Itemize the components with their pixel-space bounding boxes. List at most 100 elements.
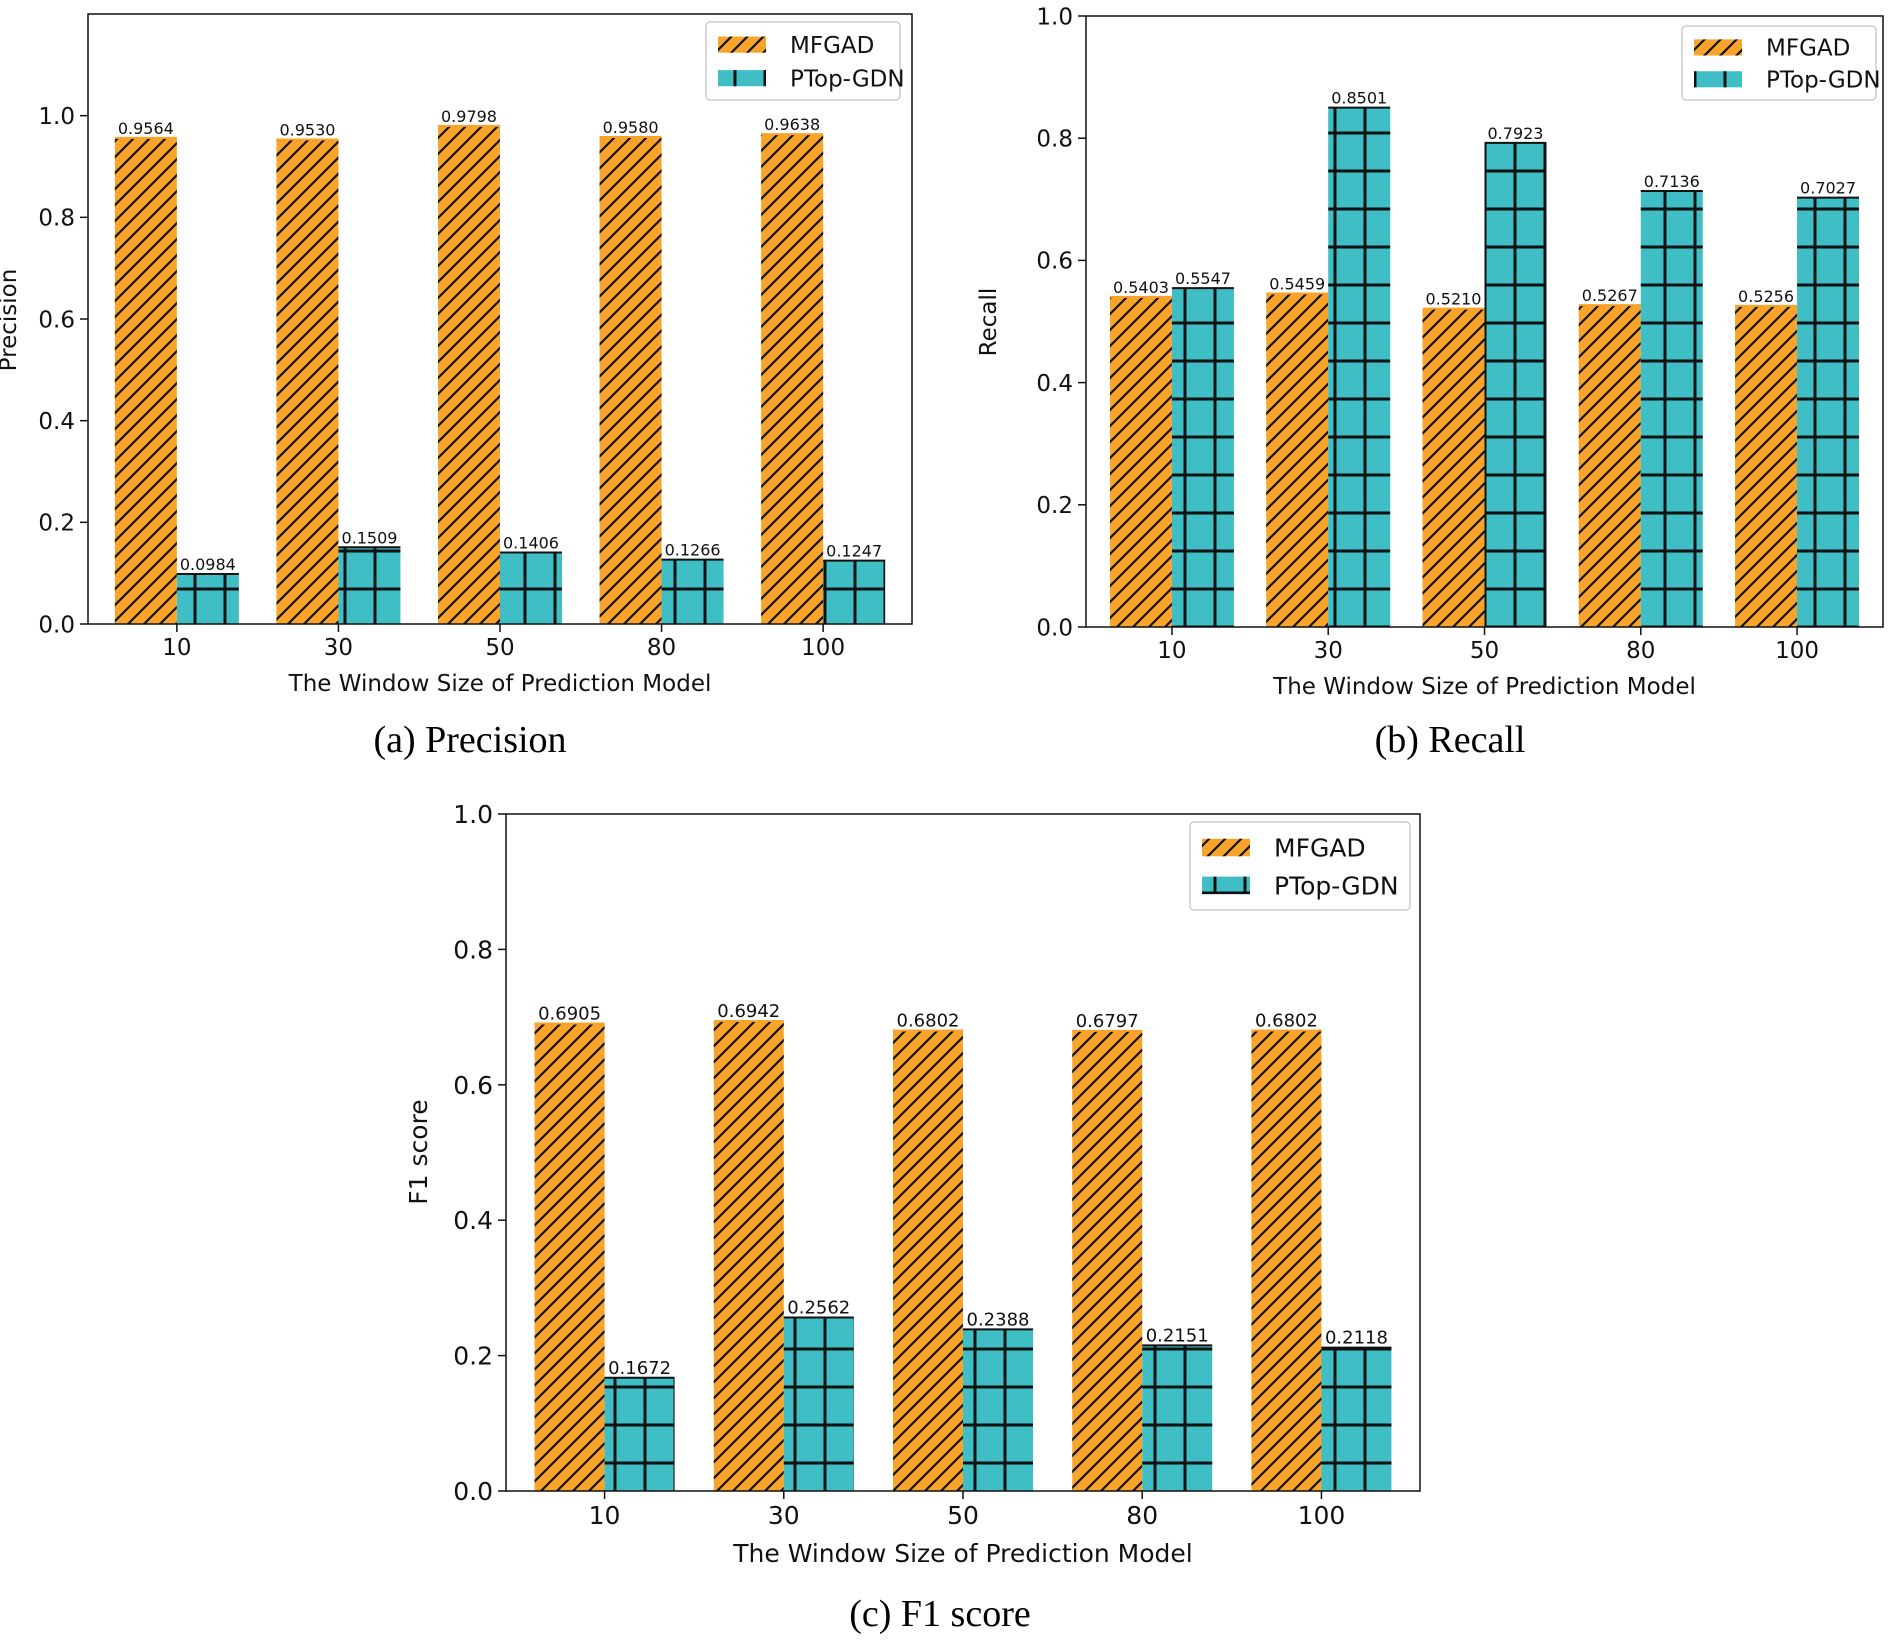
- legend-label-ptop-gdn: PTop-GDN: [1274, 871, 1399, 900]
- precision-y-tick-label: 0.0: [38, 612, 75, 638]
- recall-y-tick-label: 0.8: [1036, 126, 1073, 152]
- precision-value-label: 0.9638: [764, 115, 820, 134]
- f1-y-tick-label: 1.0: [453, 800, 493, 829]
- bar-hatch: [1321, 1347, 1392, 1491]
- recall-value-label: 0.5256: [1738, 287, 1794, 306]
- precision-value-label: 0.0984: [180, 555, 236, 574]
- f1-bar-ptop-gdn-10: [604, 1376, 675, 1491]
- recall-bar-mfgad-10: [1109, 295, 1172, 627]
- f1-x-tick-label: 80: [1126, 1501, 1158, 1530]
- bar-hatch: [599, 137, 662, 624]
- f1-value-label: 0.6802: [897, 1011, 960, 1032]
- f1-value-label: 0.6942: [717, 1001, 780, 1022]
- recall-bar-mfgad-80: [1578, 304, 1641, 627]
- f1-value-label: 0.6905: [538, 1004, 601, 1025]
- precision-x-tick-label: 80: [647, 635, 676, 661]
- caption-precision: (a) Precision: [373, 719, 567, 761]
- precision-bar-mfgad-80: [599, 136, 662, 624]
- precision-y-tick-label: 1.0: [38, 104, 75, 130]
- caption-f1-score: (c) F1 score: [849, 1593, 1031, 1635]
- legend-swatch-ptop-gdn: [1202, 876, 1250, 895]
- precision-x-tick-label: 50: [485, 635, 514, 661]
- recall-bar-mfgad-100: [1735, 304, 1798, 627]
- f1-value-label: 0.6797: [1076, 1011, 1139, 1032]
- precision-value-label: 0.1266: [665, 541, 721, 560]
- recall-value-label: 0.5547: [1175, 269, 1231, 288]
- bar-hatch: [1328, 107, 1391, 628]
- f1-bar-mfgad-80: [1072, 1029, 1143, 1491]
- caption-recall: (b) Recall: [1374, 719, 1526, 761]
- bar-hatch: [1072, 1030, 1143, 1491]
- legend-swatch-mfgad: [1694, 39, 1742, 56]
- precision-x-axis-label: The Window Size of Prediction Model: [288, 671, 712, 697]
- bar-hatch: [276, 139, 339, 624]
- precision-y-tick-label: 0.8: [38, 206, 75, 232]
- f1-y-tick-label: 0.6: [453, 1071, 493, 1100]
- recall-axes-frame: [1085, 15, 1884, 628]
- precision-bar-ptop-gdn-80: [661, 558, 724, 624]
- recall-value-label: 0.7136: [1644, 172, 1700, 191]
- recall-x-tick-label: 100: [1775, 638, 1819, 664]
- recall-y-tick-label: 0.4: [1036, 371, 1073, 397]
- bar-hatch: [1142, 1345, 1213, 1491]
- recall-x-tick-label: 30: [1314, 638, 1343, 664]
- precision-value-label: 0.9564: [118, 119, 174, 138]
- legend-label-mfgad: MFGAD: [1274, 834, 1366, 863]
- bar-hatch: [1640, 190, 1703, 627]
- bar-hatch: [1578, 305, 1641, 627]
- f1-x-axis-label: The Window Size of Prediction Model: [732, 1539, 1192, 1568]
- recall-y-tick-label: 0.2: [1036, 493, 1073, 519]
- precision-bar-mfgad-50: [438, 124, 500, 624]
- f1-y-axis-label: F1 score: [404, 1099, 433, 1204]
- precision-bar-ptop-gdn-100: [823, 559, 886, 624]
- recall-y-tick-label: 1.0: [1036, 4, 1073, 30]
- recall-value-label: 0.7027: [1800, 179, 1856, 198]
- bar-hatch: [338, 547, 401, 624]
- bar-hatch: [500, 552, 562, 624]
- legend-swatch-mfgad: [718, 36, 766, 53]
- recall-value-label: 0.5267: [1582, 286, 1638, 305]
- f1-x-tick-label: 100: [1298, 1501, 1346, 1530]
- bar-hatch: [1484, 142, 1547, 627]
- recall-x-tick-label: 80: [1626, 638, 1655, 664]
- swatch-hatch: [718, 36, 766, 53]
- bar-hatch: [438, 125, 500, 624]
- f1-y-tick-label: 0.4: [453, 1206, 493, 1235]
- recall-bar-ptop-gdn-100: [1797, 196, 1860, 627]
- f1-x-tick-label: 30: [768, 1501, 800, 1530]
- precision-value-label: 0.1247: [826, 542, 882, 561]
- recall-value-label: 0.5403: [1113, 278, 1169, 297]
- bar-hatch: [1251, 1030, 1322, 1491]
- precision-axes-frame: [87, 13, 913, 625]
- recall-legend: MFGAD PTop-GDN: [1681, 25, 1881, 101]
- f1-y-tick-label: 0.2: [453, 1342, 493, 1371]
- bar-hatch: [1266, 293, 1329, 627]
- f1-bar-mfgad-30: [713, 1020, 784, 1491]
- f1-bar-mfgad-10: [534, 1022, 605, 1491]
- precision-x-tick-label: 10: [162, 635, 191, 661]
- f1-y-tick-label: 0.0: [453, 1477, 493, 1506]
- swatch-hatch: [718, 70, 766, 87]
- f1-x-tick-label: 50: [947, 1501, 979, 1530]
- legend-label-ptop-gdn: PTop-GDN: [1766, 68, 1881, 94]
- bar-hatch: [1422, 308, 1485, 627]
- f1-bar-mfgad-50: [893, 1029, 963, 1491]
- recall-bar-ptop-gdn-50: [1484, 141, 1547, 627]
- recall-x-tick-label: 10: [1157, 638, 1186, 664]
- panels-group: 0.9564 0.0984 10 0.9530 0.1509 30 0.9798 0.1406…: [0, 4, 1884, 1568]
- precision-legend: MFGAD PTop-GDN: [705, 21, 905, 101]
- bar-hatch: [1797, 197, 1860, 627]
- precision-bar-mfgad-10: [114, 136, 177, 624]
- swatch-hatch: [1694, 71, 1742, 88]
- bar-hatch: [661, 559, 724, 624]
- f1-bar-ptop-gdn-100: [1321, 1346, 1392, 1491]
- f1-axes-frame: [505, 813, 1421, 1492]
- f1-value-label: 0.2118: [1325, 1328, 1388, 1349]
- precision-bar-ptop-gdn-10: [176, 572, 239, 624]
- bar-hatch: [1171, 288, 1234, 627]
- swatch-hatch: [1202, 838, 1250, 857]
- legend-swatch-ptop-gdn: [1694, 71, 1742, 88]
- f1-y-tick-label: 0.8: [453, 935, 493, 964]
- precision-value-label: 0.9530: [279, 121, 335, 140]
